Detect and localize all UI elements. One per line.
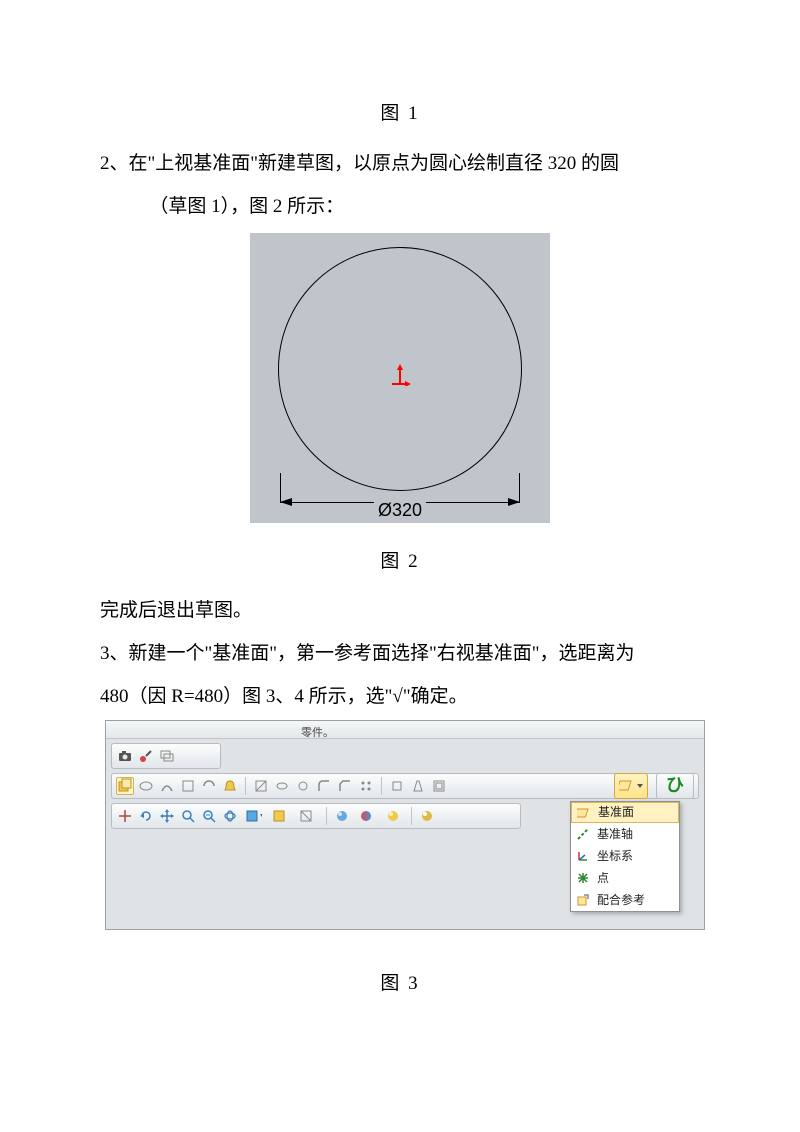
figure2-caption: 图 2 <box>100 542 700 582</box>
orientation-icon[interactable] <box>116 807 134 825</box>
dim-label: Ø320 <box>374 501 426 519</box>
figure3-caption: 图 3 <box>100 964 700 1004</box>
section-icon[interactable] <box>296 807 320 825</box>
figure1-caption: 图 1 <box>100 94 700 134</box>
stack-icon[interactable] <box>158 747 176 765</box>
toolbar-screenshot: 零件。 <box>105 720 705 930</box>
cut-extrude-icon[interactable] <box>252 777 270 795</box>
curves-button[interactable]: ひ <box>656 773 694 799</box>
zoom-icon[interactable] <box>179 807 197 825</box>
menu-item-plane[interactable]: 基准面 <box>571 802 679 823</box>
hole-icon[interactable] <box>294 777 312 795</box>
pan-icon[interactable] <box>158 807 176 825</box>
markup-icon[interactable] <box>137 747 155 765</box>
boundary-icon[interactable] <box>200 777 218 795</box>
separator-icon <box>381 777 382 795</box>
pattern-icon[interactable] <box>357 777 375 795</box>
axis-icon <box>575 826 591 842</box>
revolve-icon[interactable] <box>137 777 155 795</box>
sweep-icon[interactable] <box>158 777 176 795</box>
chamfer-icon[interactable] <box>336 777 354 795</box>
display-style-icon[interactable] <box>242 807 266 825</box>
step3-line2: 480（因 R=480）图 3、4 所示，选"√"确定。 <box>100 677 700 717</box>
camera-icon[interactable] <box>116 747 134 765</box>
dim-arrow-left <box>280 498 292 506</box>
plane-icon <box>576 805 592 821</box>
rebuild-icon[interactable] <box>137 807 155 825</box>
menu-item-mate[interactable]: 配合参考 <box>571 889 679 911</box>
dim-arrow-right <box>508 498 520 506</box>
fillet-icon[interactable] <box>315 777 333 795</box>
step3-line1: 3、新建一个"基准面"，第一参考面选择"右视基准面"，选距离为 <box>100 634 700 674</box>
menu-item-axis[interactable]: 基准轴 <box>571 823 679 845</box>
reference-geometry-button[interactable] <box>614 773 648 799</box>
extrude-icon[interactable] <box>116 777 134 795</box>
mate-ref-icon <box>575 892 591 908</box>
reference-geometry-menu: 基准面 基准轴 坐标系 点 <box>570 801 680 912</box>
separator-icon <box>326 807 327 825</box>
appearance-orb3-icon[interactable] <box>381 807 405 825</box>
appearance-orb1-icon[interactable] <box>333 807 351 825</box>
render-orb-icon[interactable] <box>418 807 436 825</box>
rib-icon[interactable] <box>388 777 406 795</box>
document-page: 图 1 2、在"上视基准面"新建草图，以原点为圆心绘制直径 320 的圆 （草图… <box>0 0 800 1054</box>
separator-icon <box>411 807 412 825</box>
appearance-orb2-icon[interactable] <box>354 807 378 825</box>
separator-icon <box>245 777 246 795</box>
after-sketch: 完成后退出草图。 <box>100 591 700 631</box>
toolbar-quick <box>111 743 221 769</box>
zoom-fit-icon[interactable] <box>200 807 218 825</box>
cut-revolve-icon[interactable] <box>273 777 291 795</box>
loft-icon[interactable] <box>179 777 197 795</box>
hide-show-icon[interactable] <box>269 807 293 825</box>
step2-line1: 2、在"上视基准面"新建草图，以原点为圆心绘制直径 320 的圆 <box>100 144 700 184</box>
draft-icon[interactable] <box>409 777 427 795</box>
csys-icon <box>575 848 591 864</box>
origin-icon <box>389 361 411 401</box>
title-strip: 零件。 <box>106 721 704 739</box>
menu-item-csys[interactable]: 坐标系 <box>571 845 679 867</box>
toolbar-features <box>111 773 699 799</box>
shell-icon[interactable] <box>430 777 448 795</box>
toolbar-view <box>111 803 521 829</box>
step2-line2: （草图 1），图 2 所示： <box>100 187 700 227</box>
rotate-icon[interactable] <box>221 807 239 825</box>
menu-item-label: 配合参考 <box>597 888 645 913</box>
point-icon <box>575 870 591 886</box>
menu-item-point[interactable]: 点 <box>571 867 679 889</box>
doc-name-fragment: 零件。 <box>301 722 334 745</box>
figure2-wrapper: Ø320 <box>100 233 700 538</box>
sketch-view: Ø320 <box>250 233 550 523</box>
bell-icon[interactable] <box>221 777 239 795</box>
